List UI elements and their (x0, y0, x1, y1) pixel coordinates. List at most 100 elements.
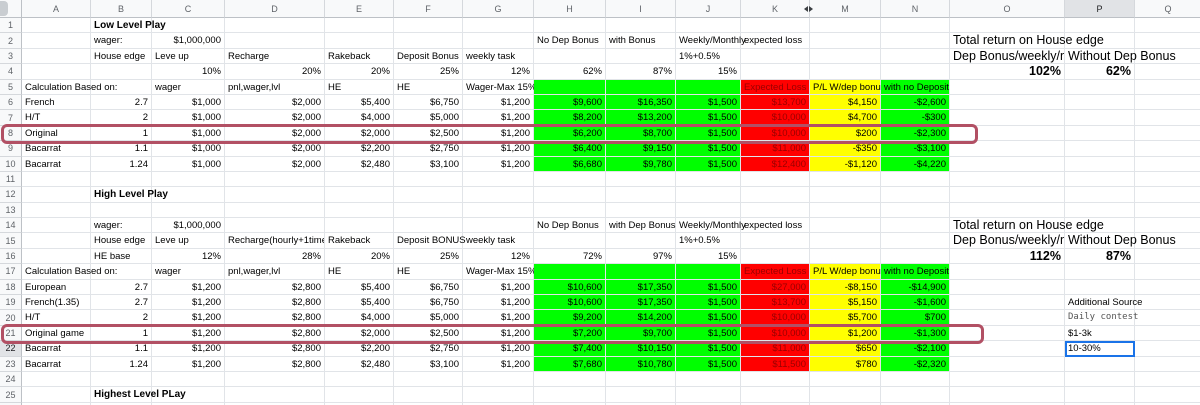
cell-Q9[interactable] (1135, 141, 1200, 157)
cell-C19[interactable]: $1,200 (152, 295, 225, 311)
cell-D18[interactable]: $2,800 (225, 279, 325, 296)
cell-C4[interactable]: 10% (152, 64, 225, 80)
cell-C13[interactable] (152, 202, 225, 219)
cell-J6[interactable]: $1,500 (676, 94, 741, 111)
cell-J16[interactable]: 15% (676, 248, 741, 265)
cell-G17[interactable]: Wager-Max 15% (463, 264, 536, 280)
cell-E16[interactable]: 20% (325, 248, 394, 265)
cell-I8[interactable]: $8,700 (606, 125, 676, 142)
cell-G22[interactable]: $1,200 (463, 341, 534, 357)
cell-A23[interactable]: Bacarrat (22, 356, 91, 372)
cell-O23[interactable] (950, 356, 1065, 372)
cell-D4[interactable]: 20% (225, 64, 325, 80)
cell-P26[interactable] (1065, 402, 1135, 405)
cell-F11[interactable] (394, 171, 463, 188)
cell-M8[interactable]: $200 (810, 125, 881, 142)
cell-O21[interactable] (950, 325, 1065, 342)
cell-P18[interactable] (1065, 279, 1135, 296)
col-header-K[interactable]: K (741, 0, 810, 18)
cell-F2[interactable] (394, 33, 463, 49)
cell-O9[interactable] (950, 141, 1065, 157)
col-header-H[interactable]: H (534, 0, 606, 18)
cell-A24[interactable] (22, 371, 91, 388)
cell-Q18[interactable] (1135, 280, 1200, 296)
cell-P25[interactable] (1065, 387, 1135, 403)
cell-O5[interactable] (950, 79, 1065, 95)
cell-O15[interactable]: Dep Bonus/weekly/m (950, 233, 1065, 249)
cell-Q3[interactable] (1135, 49, 1200, 65)
cell-Q7[interactable] (1135, 110, 1200, 126)
cell-K7[interactable]: $10,000 (741, 110, 810, 126)
cell-C11[interactable] (152, 171, 225, 188)
cell-G25[interactable] (463, 387, 534, 403)
cell-P16[interactable]: 87% (1065, 248, 1135, 265)
cell-D9[interactable]: $2,000 (225, 141, 325, 157)
cell-B8[interactable]: 1 (91, 125, 152, 142)
cell-J4[interactable]: 15% (676, 64, 741, 80)
cell-G18[interactable]: $1,200 (463, 279, 534, 296)
cell-O19[interactable] (950, 295, 1065, 311)
cell-C9[interactable]: $1,000 (152, 141, 225, 157)
cell-D3[interactable]: Recharge (225, 48, 325, 65)
cell-E8[interactable]: $2,000 (325, 125, 394, 142)
cell-I7[interactable]: $13,200 (606, 110, 676, 126)
row-header-25[interactable]: 25 (0, 387, 22, 403)
cell-D22[interactable]: $2,800 (225, 341, 325, 357)
cell-G1[interactable] (463, 18, 534, 34)
cell-O14[interactable]: Total return on House edge (950, 218, 1104, 234)
cell-H24[interactable] (534, 371, 606, 388)
cell-M10[interactable]: -$1,120 (810, 156, 881, 172)
cell-E18[interactable]: $5,400 (325, 279, 394, 296)
row-header-23[interactable]: 23 (0, 356, 22, 372)
cell-N22[interactable]: -$2,100 (881, 341, 950, 357)
cell-A18[interactable]: European (22, 279, 91, 296)
cell-I25[interactable] (606, 387, 676, 403)
cell-B20[interactable]: 2 (91, 310, 152, 326)
cell-Q1[interactable] (1135, 18, 1200, 34)
row-header-10[interactable]: 10 (0, 156, 22, 172)
cell-P22[interactable]: 10-30% (1065, 341, 1135, 357)
row-header-20[interactable]: 20 (0, 310, 22, 326)
cell-A9[interactable]: Bacarrat (22, 141, 91, 157)
cell-I15[interactable] (606, 233, 676, 249)
cell-N3[interactable] (881, 48, 950, 65)
cell-K23[interactable]: $11,500 (741, 356, 810, 372)
cell-Q22[interactable] (1135, 341, 1200, 357)
cell-F1[interactable] (394, 18, 463, 34)
cell-I9[interactable]: $9,150 (606, 141, 676, 157)
row-header-8[interactable]: 8 (0, 125, 22, 142)
cell-J14[interactable]: Weekly/Monthly (676, 218, 746, 234)
cell-N24[interactable] (881, 371, 950, 388)
row-header-15[interactable]: 15 (0, 233, 22, 249)
cell-H9[interactable]: $6,400 (534, 141, 606, 157)
cell-I10[interactable]: $9,780 (606, 156, 676, 172)
cell-B18[interactable]: 2.7 (91, 279, 152, 296)
cell-N11[interactable] (881, 171, 950, 188)
cell-D8[interactable]: $2,000 (225, 125, 325, 142)
row-header-22[interactable]: 22 (0, 341, 22, 357)
cell-P20[interactable]: Daily contest (1065, 310, 1138, 326)
cell-J12[interactable] (676, 187, 741, 203)
cell-O25[interactable] (950, 387, 1065, 403)
cell-F7[interactable]: $5,000 (394, 110, 463, 126)
cell-O17[interactable] (950, 264, 1065, 280)
cell-Q2[interactable] (1135, 33, 1200, 49)
cell-M24[interactable] (810, 371, 881, 388)
cell-F10[interactable]: $3,100 (394, 156, 463, 172)
cell-K2[interactable]: expected loss (741, 33, 810, 49)
cell-O1[interactable] (950, 18, 1065, 34)
cell-I3[interactable] (606, 48, 676, 65)
cell-B19[interactable]: 2.7 (91, 295, 152, 311)
cell-B17[interactable] (91, 264, 152, 280)
cell-F20[interactable]: $5,000 (394, 310, 463, 326)
cell-F21[interactable]: $2,500 (394, 325, 463, 342)
cell-B23[interactable]: 1.24 (91, 356, 152, 372)
col-header-M[interactable]: M (810, 0, 881, 18)
cell-P10[interactable] (1065, 156, 1135, 172)
cell-M14[interactable] (810, 218, 881, 234)
cell-F3[interactable]: Deposit Bonus (394, 48, 463, 65)
cell-O11[interactable] (950, 171, 1065, 188)
cell-A21[interactable]: Original game (22, 325, 91, 342)
cell-N25[interactable] (881, 387, 950, 403)
row-header-12[interactable]: 12 (0, 187, 22, 203)
